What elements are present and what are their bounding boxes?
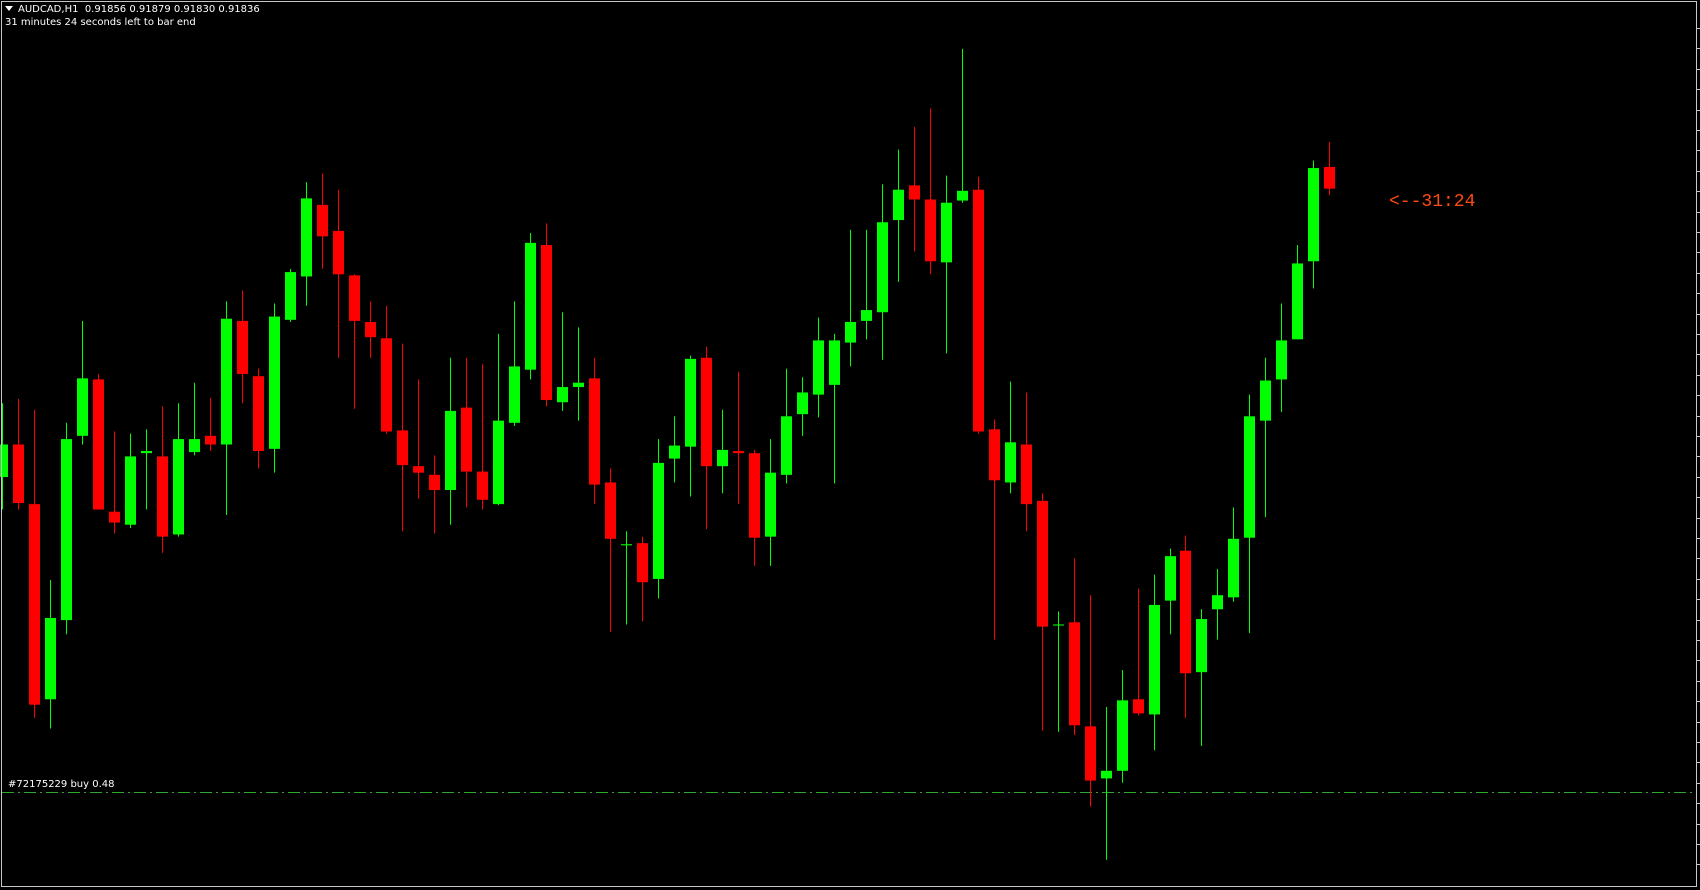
candle-body-bull [861, 310, 872, 321]
candle-body-bull [269, 316, 280, 449]
candle-body-bull [525, 242, 536, 370]
bar-timer-text: 31 minutes 24 seconds left to bar end [5, 17, 196, 28]
candle-body-bear [349, 275, 360, 321]
candle-body-bear [1085, 726, 1096, 781]
candle-body-bull [77, 378, 88, 436]
candle-body-bear [1180, 550, 1191, 674]
candle-body-bear [333, 230, 344, 275]
candle-body-bull [221, 318, 232, 445]
candle-body-bull [285, 272, 296, 320]
candle-body-bear [909, 185, 920, 200]
candle-body-bull [1244, 416, 1255, 538]
candle-body-bear [973, 189, 984, 432]
candle-body-bull [845, 321, 856, 343]
candle-body-bull [1212, 595, 1223, 610]
candle-body-bull [797, 392, 808, 415]
candle-body-bear [925, 199, 936, 262]
candle-body-bull [141, 450, 152, 454]
candle-body-bull [1005, 442, 1016, 483]
candle-body-bear [157, 456, 168, 537]
candle-body-bear [29, 504, 40, 705]
candle-body-bear [13, 444, 24, 504]
candle-body-bear [461, 407, 472, 472]
candle-body-bull [829, 340, 840, 385]
candle-body-bear [253, 376, 264, 451]
candle-body-bull [653, 462, 664, 579]
candle-body-bear [1037, 500, 1048, 627]
candle-body-bull [189, 439, 200, 453]
candle-body-bull [1165, 556, 1176, 601]
candle-body-bull [781, 416, 792, 475]
candle-body-bear [989, 429, 1000, 481]
candle-body-bear [397, 430, 408, 466]
candle-body-bear [733, 450, 744, 454]
candle-body-bull [1292, 263, 1303, 340]
candle-body-bear [605, 482, 616, 539]
candle-body-bull [45, 617, 56, 700]
candle-body-bear [637, 543, 648, 583]
candle-body-bear [1069, 622, 1080, 726]
candle-body-bull [573, 382, 584, 388]
candle-body-bull [1101, 770, 1112, 779]
candle-body-bull [813, 340, 824, 395]
triangle-down-icon[interactable] [5, 6, 13, 11]
candle-body-bull [1149, 604, 1160, 715]
candle-body-bull [493, 420, 504, 505]
candle-body-bear [701, 357, 712, 467]
candle-body-bear [205, 435, 216, 445]
countdown-label: <--31:24 [1389, 192, 1476, 212]
candle-body-bull [1196, 619, 1207, 673]
candle-body-bull [957, 190, 968, 201]
candle-body-bear [237, 320, 248, 375]
candle-body-bear [749, 453, 760, 538]
order-line-label: #72175229 buy 0.48 [8, 778, 115, 790]
candle-body-bear [365, 321, 376, 338]
candle-body-bull [1276, 340, 1287, 380]
candle-body-bull [893, 189, 904, 221]
candle-body-bear [429, 474, 440, 491]
candle-body-bull [1260, 380, 1271, 421]
candle-body-bear [589, 378, 600, 485]
candle-body-bull [717, 449, 728, 467]
candle-body-bear [541, 245, 552, 401]
chart-header: AUDCAD,H1 0.91856 0.91879 0.91830 0.9183… [5, 4, 260, 15]
candle-body-bull [621, 544, 632, 546]
candle-body-bull [765, 472, 776, 537]
candle-body-bull [557, 387, 568, 403]
candle-body-bull [509, 366, 520, 423]
candle-body-bear [477, 471, 488, 500]
candle-body-bear [1324, 166, 1335, 189]
ohlc-values: 0.91856 0.91879 0.91830 0.91836 [84, 4, 260, 15]
candle-body-bull [61, 439, 72, 621]
candle-body-bear [413, 466, 424, 473]
candle-body-bear [1133, 699, 1144, 714]
candle-body-bear [317, 204, 328, 237]
candle-body-bear [109, 511, 120, 523]
candle-body-bull [1228, 538, 1239, 598]
candle-body-bull [173, 439, 184, 535]
candle-body-bear [381, 338, 392, 432]
candle-body-bull [877, 222, 888, 313]
candle-body-bull [445, 410, 456, 491]
candle-body-bear [1021, 444, 1032, 505]
candle-body-bull [1053, 624, 1064, 626]
candle-body-bull [1117, 700, 1128, 771]
candle-body-bull [669, 445, 680, 459]
candle-body-bull [301, 198, 312, 277]
candle-body-bull [685, 358, 696, 447]
candle-body-bull [941, 202, 952, 263]
candle-body-bear [93, 379, 104, 510]
candle-body-bull [1308, 168, 1319, 262]
candle-body-bull [0, 444, 8, 478]
candle-body-bull [125, 456, 136, 525]
symbol-label: AUDCAD,H1 [18, 4, 79, 15]
